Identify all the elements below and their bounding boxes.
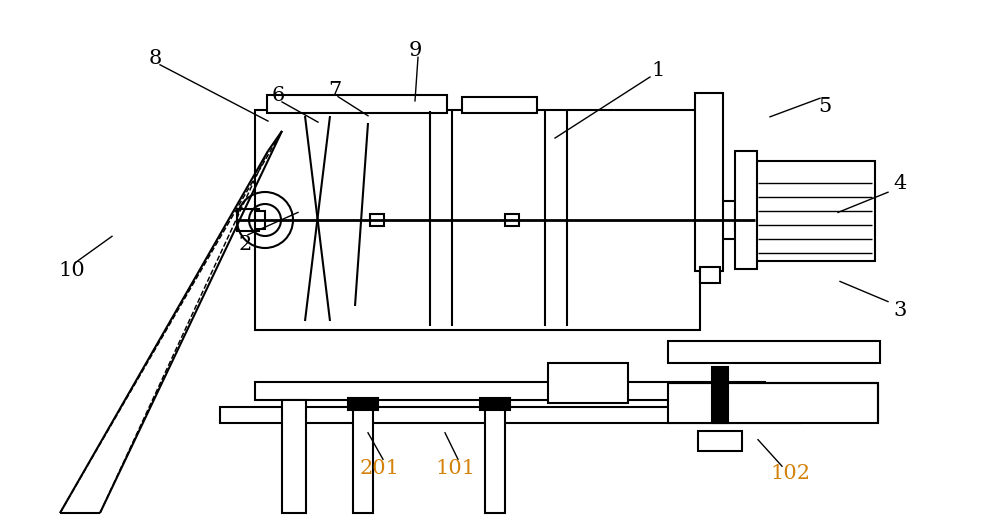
Bar [695,93,723,271]
Text: 2: 2 [238,235,252,254]
Bar [370,214,384,226]
Text: 101: 101 [435,459,475,478]
Bar [668,383,878,423]
Bar [755,161,875,261]
Bar [267,95,447,113]
Text: 3: 3 [893,301,907,320]
Bar [348,398,378,410]
Bar [480,398,510,410]
Text: 102: 102 [770,464,810,483]
Bar [255,382,765,400]
Bar [353,410,373,513]
Bar [282,400,306,513]
Bar [712,367,728,423]
Bar [668,341,880,363]
Bar [718,201,736,239]
Bar [255,211,265,229]
Text: 4: 4 [893,174,907,193]
Text: 5: 5 [818,97,832,116]
Text: 10: 10 [59,261,85,280]
Text: 6: 6 [271,86,285,105]
Bar [698,205,720,235]
Text: 201: 201 [360,459,400,478]
Bar [485,410,505,513]
Bar [462,97,537,113]
Text: 9: 9 [408,41,422,60]
Text: 8: 8 [148,49,162,68]
Text: 1: 1 [651,61,665,80]
Bar [255,110,700,330]
Bar [237,209,259,231]
Bar [220,407,800,423]
Bar [735,151,757,269]
Bar [700,267,720,283]
Bar [735,209,755,231]
Bar [698,431,742,451]
Text: 7: 7 [328,81,342,100]
Bar [505,214,519,226]
Bar [548,363,628,403]
